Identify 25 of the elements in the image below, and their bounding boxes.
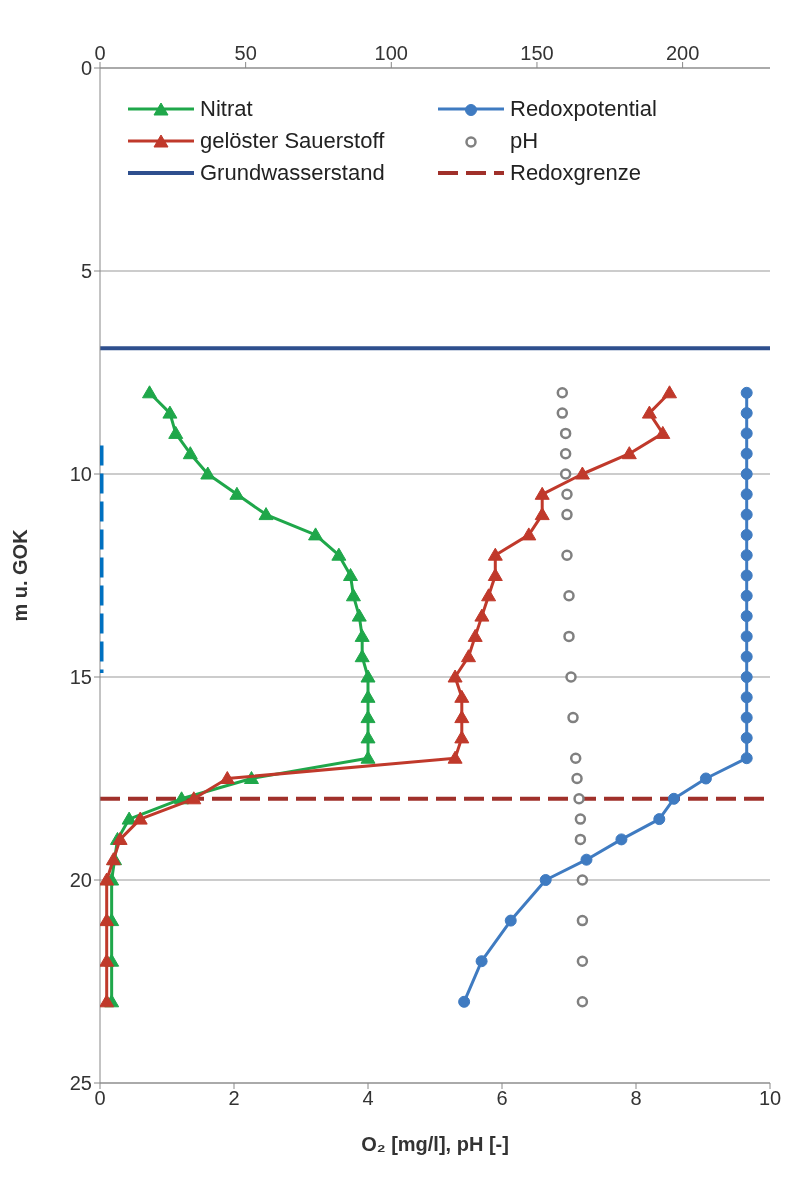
x-tick-label: 6 — [496, 1087, 508, 1110]
x-axis-title: O₂ [mg/l], pH [-] — [361, 1133, 509, 1155]
y-axis-title: m u. GOK — [9, 528, 32, 622]
x-tick-label: 8 — [630, 1087, 642, 1110]
x2-tick-label: 0 — [94, 42, 106, 64]
x2-tick-label: 200 — [665, 42, 700, 64]
y-tick-label: 15 — [69, 666, 92, 689]
y-tick-label: 5 — [80, 260, 92, 283]
x-tick-label: 10 — [758, 1087, 782, 1110]
y-tick-label: 0 — [80, 57, 92, 80]
legend-label: Redoxpotential — [510, 96, 657, 122]
x-tick-label: 4 — [362, 1087, 374, 1110]
y-tick-label: 10 — [69, 463, 92, 486]
y-tick-label: 25 — [69, 1072, 92, 1095]
legend-label: Grundwasserstand — [200, 160, 385, 186]
x2-tick-label: 50 — [234, 42, 257, 64]
legend-label: pH — [510, 128, 539, 154]
x2-tick-label: 150 — [520, 42, 554, 64]
x2-tick-label: 100 — [374, 42, 408, 64]
legend-label: Redoxgrenze — [510, 160, 641, 186]
x-tick-label: 0 — [94, 1087, 106, 1110]
legend-label: Nitrat — [200, 96, 253, 122]
y-tick-label: 20 — [69, 869, 92, 892]
legend-label: gelöster Sauerstoff — [200, 128, 385, 154]
x-tick-label: 2 — [228, 1087, 240, 1110]
